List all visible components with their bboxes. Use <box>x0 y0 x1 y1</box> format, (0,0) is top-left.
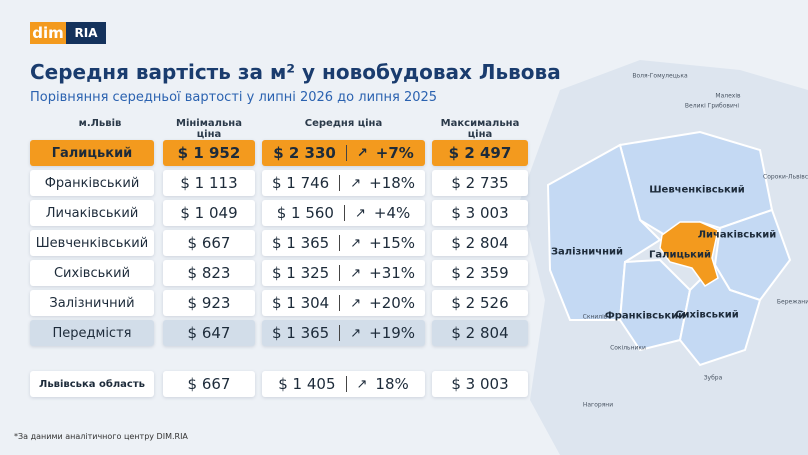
row-name: Львівська область <box>30 371 154 397</box>
max-price: $ 3 003 <box>432 371 528 397</box>
district <box>678 263 762 367</box>
subtitle: Порівняння середньої вартості у липні 20… <box>30 90 438 105</box>
max-price: $ 2 735 <box>432 170 528 196</box>
max-price: $ 3 003 <box>432 200 528 226</box>
change: +4% <box>373 204 411 222</box>
change: +20% <box>369 294 416 312</box>
divider <box>339 325 341 341</box>
min-price: $ 923 <box>163 290 255 316</box>
avg-price: $ 1 304 ↗ +20% <box>262 290 425 316</box>
district-highlight <box>659 221 719 288</box>
row-name: Франківський <box>30 170 154 196</box>
change: +7% <box>375 144 414 162</box>
row-name: Галицький <box>30 140 154 166</box>
max-price: $ 2 359 <box>432 260 528 286</box>
change: +19% <box>369 324 416 342</box>
column-header: Середня ціна <box>304 118 383 129</box>
footnote: *За даними аналітичного центру DIM.RIA <box>14 432 188 441</box>
place-label: Сокільники <box>610 344 646 352</box>
max-price: $ 2 804 <box>432 320 528 346</box>
arrow-icon: ↗ <box>356 376 368 392</box>
district-label: Шевченківський <box>649 184 745 196</box>
place-label: Великі Грибовичі <box>684 102 740 110</box>
place-label: Малехів <box>715 92 741 100</box>
row-name: Шевченківський <box>30 230 154 256</box>
avg-value: $ 1 325 <box>271 264 330 282</box>
avg-value: $ 1 365 <box>271 324 330 342</box>
max-price: $ 2 497 <box>432 140 528 166</box>
avg-value: $ 1 365 <box>271 234 330 252</box>
district-label: Личаківський <box>697 229 777 241</box>
logo-ria: RIA <box>66 22 106 44</box>
place-label: Бережани <box>776 298 808 306</box>
row-name: Сихівський <box>30 260 154 286</box>
divider <box>345 376 347 392</box>
logo-dim: dim <box>30 22 66 44</box>
title: Середня вартість за м² у новобудовах Льв… <box>30 60 561 84</box>
divider <box>339 175 341 191</box>
district-label: Залізничний <box>550 246 624 258</box>
arrow-icon: ↗ <box>350 265 362 281</box>
divider <box>339 235 341 251</box>
avg-value: $ 2 330 <box>273 144 336 162</box>
place-label: Скнилів <box>582 313 608 321</box>
column-header: Мінімальна ціна <box>176 118 242 140</box>
change: +31% <box>369 264 416 282</box>
avg-value: $ 1 405 <box>278 375 336 393</box>
row-name: Залізничний <box>30 290 154 316</box>
place-label: Воля-Гомулецька <box>632 72 688 80</box>
divider <box>343 205 345 221</box>
avg-value: $ 1 560 <box>276 204 334 222</box>
avg-price: $ 1 325 ↗ +31% <box>262 260 425 286</box>
place-label: Зубра <box>703 374 723 382</box>
arrow-icon: ↗ <box>350 325 362 341</box>
arrow-icon: ↗ <box>356 145 368 161</box>
district-label: Галицький <box>649 249 711 261</box>
divider <box>339 295 341 311</box>
avg-price: $ 1 560 ↗ +4% <box>262 200 425 226</box>
avg-price: $ 1 405 ↗ 18% <box>262 371 425 397</box>
arrow-icon: ↗ <box>350 175 362 191</box>
arrow-icon: ↗ <box>350 295 362 311</box>
place-label: Нагоряни <box>582 401 614 409</box>
change: 18% <box>375 375 409 393</box>
arrow-icon: ↗ <box>350 235 362 251</box>
row-name: Передмістя <box>30 320 154 346</box>
max-price: $ 2 526 <box>432 290 528 316</box>
avg-price: $ 1 365 ↗ +15% <box>262 230 425 256</box>
column-header: м.Львів <box>78 118 122 129</box>
min-price: $ 667 <box>163 371 255 397</box>
avg-value: $ 1 304 <box>271 294 330 312</box>
min-price: $ 1 113 <box>163 170 255 196</box>
arrow-icon: ↗ <box>354 205 366 221</box>
column-header: Максимальна ціна <box>440 118 520 140</box>
max-price: $ 2 804 <box>432 230 528 256</box>
change: +18% <box>369 174 416 192</box>
place-label: Сороки-Львівські <box>763 173 808 181</box>
min-price: $ 1 049 <box>163 200 255 226</box>
min-price: $ 1 952 <box>163 140 255 166</box>
min-price: $ 823 <box>163 260 255 286</box>
district-label: Франківський <box>604 310 686 322</box>
avg-value: $ 1 746 <box>271 174 330 192</box>
avg-price: $ 1 365 ↗ +19% <box>262 320 425 346</box>
district-label: Сихівський <box>675 309 739 321</box>
row-name: Личаківський <box>30 200 154 226</box>
avg-price: $ 2 330 ↗ +7% <box>262 140 425 166</box>
change: +15% <box>369 234 416 252</box>
min-price: $ 647 <box>163 320 255 346</box>
divider <box>339 265 341 281</box>
avg-price: $ 1 746 ↗ +18% <box>262 170 425 196</box>
min-price: $ 667 <box>163 230 255 256</box>
divider <box>345 145 347 161</box>
